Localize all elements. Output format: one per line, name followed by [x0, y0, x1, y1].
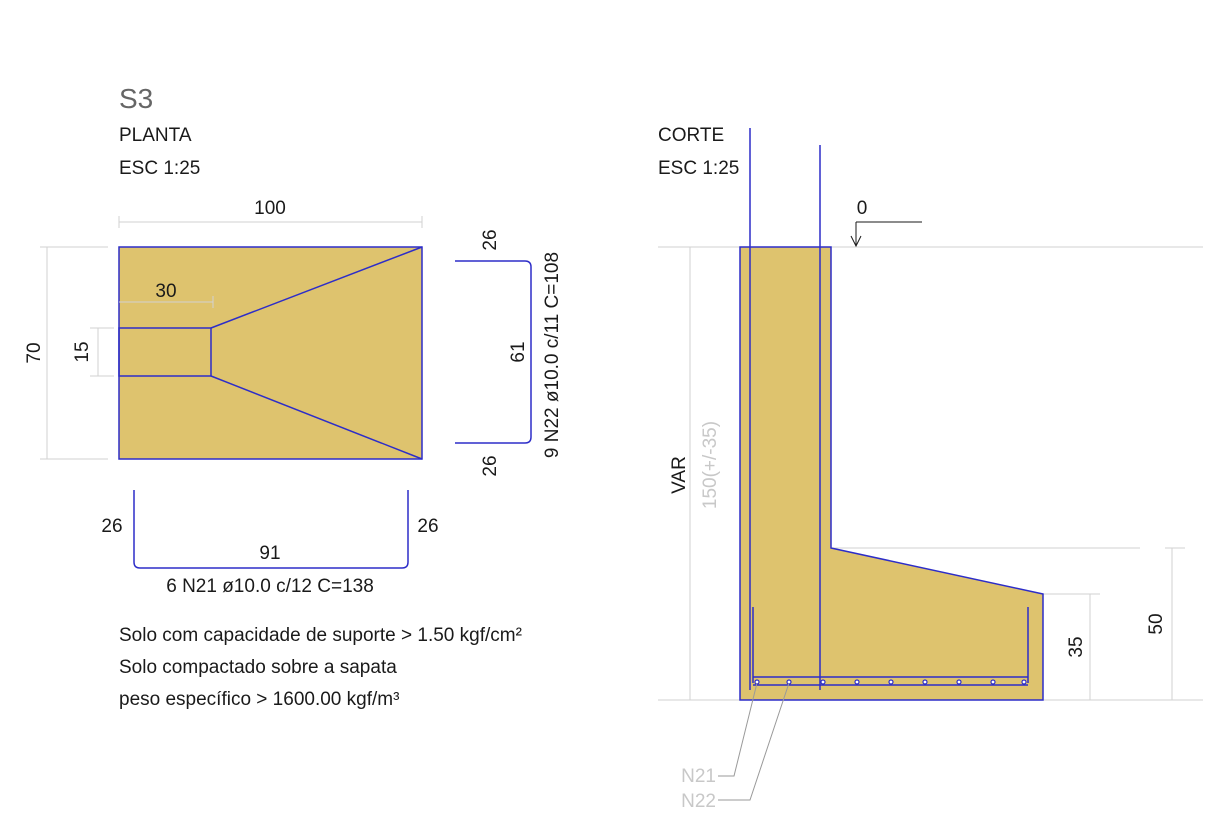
rebar-n21-diagram: 26 91 26 6 N21 ø10.0 c/12 C=138: [101, 490, 439, 597]
callout-n22: N22: [681, 791, 716, 812]
section-scale: ESC 1:25: [658, 158, 739, 179]
rebar-n22-spec: 9 N22 ø10.0 c/11 C=108: [542, 252, 563, 458]
section-footing-outline: [739, 246, 1044, 701]
callout-leader-n22: [718, 682, 790, 801]
total-height-label: 50: [1146, 613, 1167, 634]
rebar-n22-straight: 61: [508, 341, 529, 362]
rebar-dot: [1021, 679, 1027, 685]
rebar-n22-hook-bottom: 26: [480, 455, 501, 476]
callout-leader-n21: [718, 682, 758, 777]
plan-width-label: 100: [254, 198, 286, 219]
rebar-dot: [922, 679, 928, 685]
plan-pedestal: [118, 327, 212, 377]
plan-footing-outline: [118, 246, 423, 460]
rebar-dot: [990, 679, 996, 685]
rebar-n22-diagram: 26 61 26 9 N22 ø10.0 c/11 C=108: [455, 229, 563, 477]
rebar-dot: [854, 679, 860, 685]
soil-notes: Solo com capacidade de suporte > 1.50 kg…: [119, 625, 522, 710]
note-line: peso específico > 1600.00 kgf/m³: [119, 689, 399, 710]
footing-id: S3: [119, 83, 153, 114]
plan-slope-line: [210, 375, 423, 460]
callout-n21: N21: [681, 766, 716, 787]
plan-height-label: 70: [24, 342, 45, 363]
section-view: 0 VAR 150(+/-35) 35 50 N21 N22: [658, 128, 1203, 812]
rebar-n22-hook-top: 26: [480, 229, 501, 250]
depth-label: 150(+/-35): [700, 421, 721, 509]
rebar-n21-spec: 6 N21 ø10.0 c/12 C=138: [166, 576, 374, 597]
note-line: Solo com capacidade de suporte > 1.50 kg…: [119, 625, 522, 646]
rebar-n21-shape: [133, 490, 409, 569]
section-title: CORTE: [658, 125, 724, 146]
rebar-n21-hook-left: 26: [101, 516, 122, 537]
plan-scale: ESC 1:25: [119, 158, 200, 179]
mesh-bar-dots: [754, 679, 1027, 685]
plan-title: PLANTA: [119, 125, 192, 146]
level-value: 0: [857, 198, 868, 219]
level-marker-arrow: [850, 222, 862, 248]
rebar-n21-straight: 91: [259, 543, 280, 564]
plan-view: 100 70 15 30: [24, 198, 423, 460]
rebar-dot: [956, 679, 962, 685]
note-line: Solo compactado sobre a sapata: [119, 657, 397, 678]
var-label: VAR: [669, 456, 690, 494]
pedestal-depth-label: 15: [72, 341, 93, 362]
rebar-n22-shape: [455, 260, 532, 444]
pedestal-width-label: 30: [155, 281, 176, 302]
plan-slope-line: [210, 246, 423, 329]
edge-height-label: 35: [1066, 636, 1087, 657]
rebar-dot: [820, 679, 826, 685]
rebar-n21-hook-right: 26: [417, 516, 438, 537]
rebar-dot: [888, 679, 894, 685]
